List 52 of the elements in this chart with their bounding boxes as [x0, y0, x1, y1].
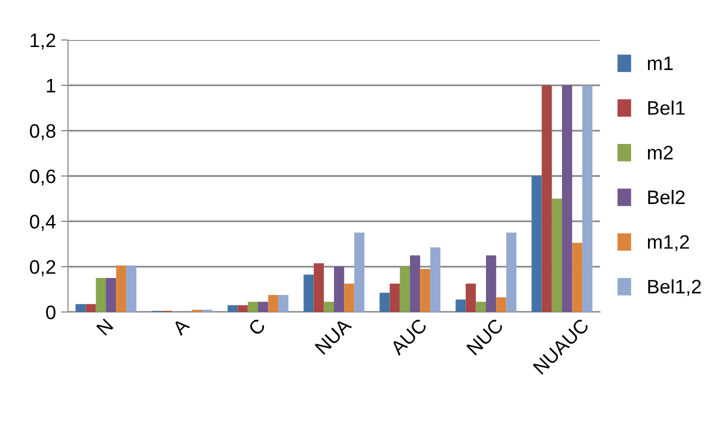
legend-label: m2 [648, 146, 673, 160]
bar [532, 176, 542, 312]
y-tick-label: 0 [46, 305, 56, 320]
legend-label: m1,2 [648, 235, 689, 252]
bar [344, 284, 354, 312]
bar [456, 300, 466, 312]
bar [466, 284, 476, 312]
y-tick-label: 0,4 [30, 214, 56, 231]
bar [268, 295, 278, 312]
bar [380, 292, 390, 312]
bar [304, 274, 314, 312]
bar [314, 263, 324, 312]
legend-label: Bel1 [648, 100, 685, 115]
bar [572, 242, 582, 312]
bar [86, 304, 96, 312]
bar [106, 278, 116, 312]
y-tick-label: 0,6 [30, 169, 56, 186]
bar [496, 297, 506, 312]
x-tick-label: N [96, 318, 114, 336]
bar [552, 198, 562, 312]
x-tick-label: A [172, 317, 190, 336]
bar [96, 278, 106, 312]
bar [582, 85, 592, 312]
bar [116, 266, 126, 312]
y-tick-label: 0,2 [30, 260, 56, 276]
bar [410, 255, 420, 312]
bar [238, 305, 248, 312]
bar [354, 232, 364, 312]
bar [228, 305, 238, 312]
legend-label: Bel1,2 [648, 279, 701, 296]
bar [430, 247, 440, 312]
bar [542, 85, 552, 312]
bar [278, 295, 288, 312]
x-tick-label: C [248, 318, 266, 336]
y-tick-label: 1,2 [30, 33, 56, 50]
bar [126, 266, 136, 312]
bar [76, 304, 86, 312]
bar [390, 284, 400, 312]
bar [334, 266, 344, 312]
bar [324, 302, 334, 312]
legend-label: Bel2 [648, 190, 685, 204]
bar [248, 302, 258, 312]
y-tick-label: 0,8 [30, 124, 56, 140]
bar [486, 255, 496, 312]
bar [400, 266, 410, 312]
bar [476, 302, 486, 312]
bar [506, 232, 516, 312]
bar [258, 302, 268, 312]
bar [420, 268, 430, 312]
legend-label: m1 [648, 56, 673, 70]
y-tick-label: 1 [46, 79, 56, 92]
bar [562, 85, 572, 312]
